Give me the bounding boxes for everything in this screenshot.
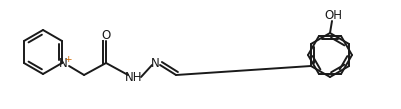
Text: OH: OH	[324, 9, 342, 21]
Text: NH: NH	[125, 71, 143, 83]
Text: +: +	[64, 54, 72, 64]
Text: O: O	[101, 28, 111, 42]
Text: N: N	[151, 56, 160, 70]
Text: N: N	[59, 56, 67, 70]
